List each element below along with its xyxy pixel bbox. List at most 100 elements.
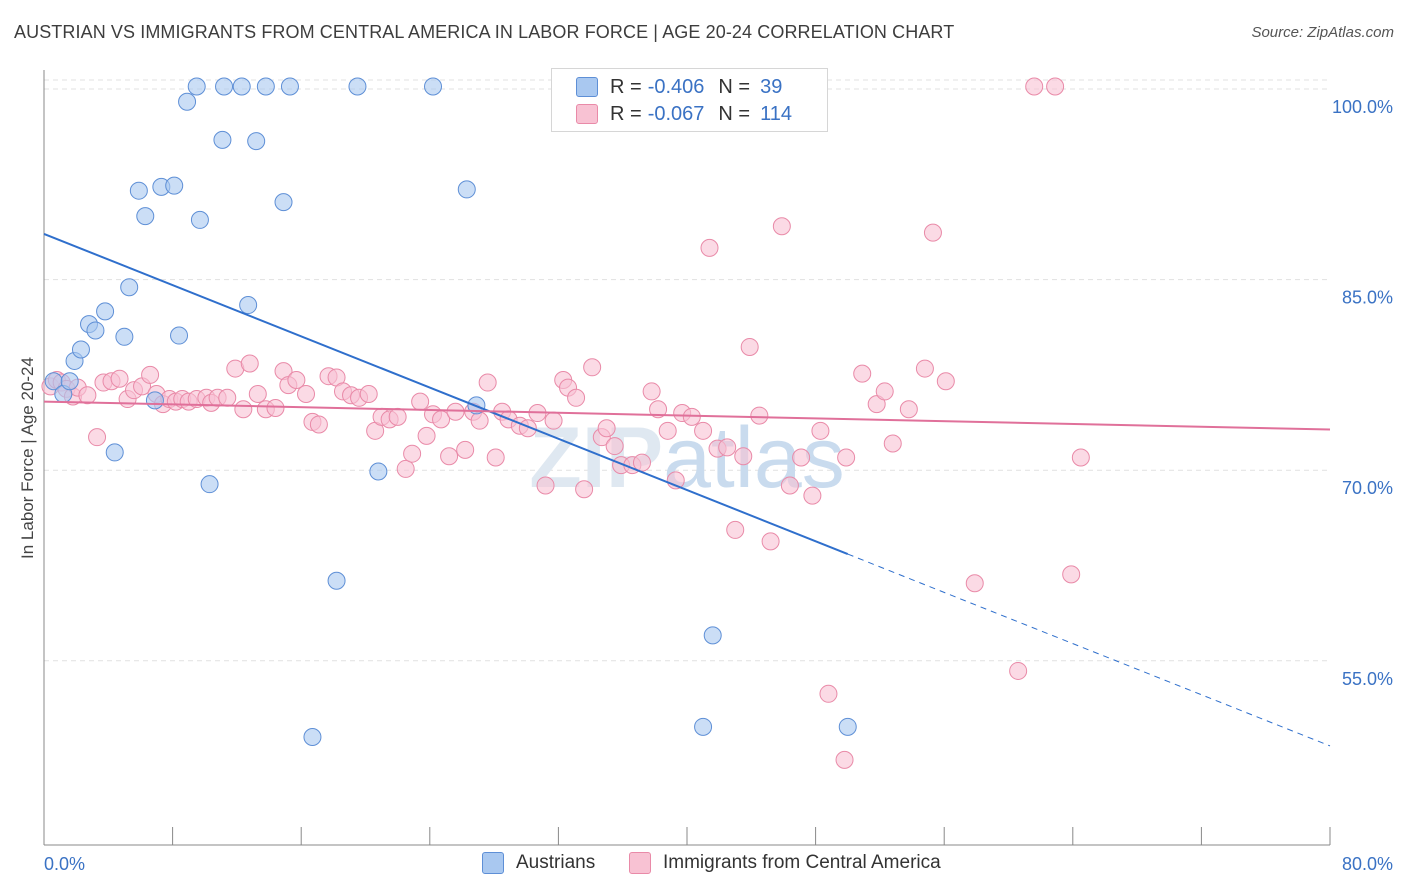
data-point-central-america — [388, 407, 407, 426]
data-point-central-america — [309, 415, 328, 434]
data-point-austrians — [327, 571, 346, 590]
x-tick-label: 80.0% — [1342, 854, 1393, 874]
data-point-austrians — [694, 717, 713, 736]
data-point-austrians — [247, 132, 266, 151]
data-point-central-america — [853, 364, 872, 383]
source-label: Source: ZipAtlas.com — [1251, 24, 1394, 41]
n-label-1: N = — [718, 75, 751, 98]
data-point-central-america — [899, 400, 918, 419]
data-point-central-america — [726, 520, 745, 539]
data-point-austrians — [129, 181, 148, 200]
n-label-2: N = — [718, 102, 751, 125]
n-value-2: 114 — [760, 102, 792, 125]
data-point-austrians — [200, 475, 219, 494]
data-point-central-america — [78, 386, 97, 405]
data-point-central-america — [792, 448, 811, 467]
data-point-central-america — [936, 372, 955, 391]
series-blue-points — [44, 77, 857, 747]
data-point-central-america — [1062, 565, 1081, 584]
data-point-central-america — [411, 392, 430, 411]
data-point-central-america — [248, 384, 267, 403]
data-point-central-america — [1046, 77, 1065, 96]
data-point-central-america — [718, 438, 737, 457]
data-point-austrians — [703, 626, 722, 645]
r-value-1: -0.406 — [647, 75, 705, 98]
data-point-central-america — [287, 371, 306, 389]
data-point-central-america — [110, 369, 129, 388]
data-point-central-america — [835, 750, 854, 769]
data-point-austrians — [71, 340, 90, 359]
data-point-central-america — [486, 448, 505, 467]
data-point-central-america — [965, 574, 984, 593]
data-point-central-america — [396, 459, 415, 478]
trendline-austrians-extension — [847, 553, 1331, 747]
data-point-central-america — [867, 395, 886, 414]
data-point-central-america — [88, 428, 107, 447]
data-point-central-america — [837, 448, 856, 467]
y-tick-labels: 100.0% 85.0% 70.0% 55.0% — [1332, 97, 1393, 689]
data-point-central-america — [403, 444, 422, 463]
data-point-central-america — [1071, 448, 1090, 467]
data-point-central-america — [803, 486, 822, 505]
data-point-austrians — [96, 302, 115, 321]
data-point-central-america — [915, 359, 934, 378]
data-point-austrians — [178, 92, 197, 111]
data-point-austrians — [86, 321, 105, 340]
data-point-central-america — [875, 382, 894, 401]
data-point-central-america — [780, 476, 799, 495]
legend-label-austrians: Austrians — [516, 852, 596, 873]
data-point-central-america — [923, 223, 942, 242]
data-point-central-america — [456, 440, 475, 459]
data-point-central-america — [883, 434, 902, 453]
legend-swatch-pink — [576, 104, 598, 124]
r-label-1: R = — [610, 75, 642, 98]
y-axis-label: In Labor Force | Age 20-24 — [18, 357, 37, 559]
r-label-2: R = — [610, 102, 642, 125]
data-point-central-america — [658, 421, 677, 440]
data-point-austrians — [60, 372, 79, 391]
data-point-central-america — [597, 419, 616, 438]
data-point-central-america — [642, 382, 661, 401]
data-point-central-america — [761, 532, 780, 551]
data-point-austrians — [215, 77, 234, 96]
legend-row-central-america: R = -0.067 N = 114 — [576, 101, 792, 127]
r-value-2: -0.067 — [647, 102, 705, 125]
data-point-central-america — [478, 373, 497, 392]
y-tick-label: 85.0% — [1342, 288, 1393, 308]
data-point-austrians — [145, 391, 164, 410]
data-point-central-america — [417, 426, 436, 445]
legend-item-central-america: Immigrants from Central America — [629, 852, 941, 874]
data-point-central-america — [632, 453, 651, 472]
legend-label-central-america: Immigrants from Central America — [663, 852, 941, 873]
data-point-austrians — [165, 176, 184, 195]
y-tick-label: 70.0% — [1342, 478, 1393, 498]
data-point-austrians — [369, 462, 388, 481]
data-point-central-america — [218, 388, 237, 407]
data-point-central-america — [575, 480, 594, 499]
chart-title: AUSTRIAN VS IMMIGRANTS FROM CENTRAL AMER… — [14, 22, 955, 42]
data-point-austrians — [213, 130, 232, 149]
data-point-austrians — [187, 77, 206, 96]
axes — [43, 70, 1331, 846]
data-point-central-america — [1009, 661, 1028, 680]
x-tick-label: 0.0% — [44, 854, 85, 874]
data-point-austrians — [303, 728, 322, 747]
data-point-central-america — [240, 354, 259, 373]
trend-lines — [43, 232, 1331, 747]
data-point-austrians — [239, 296, 258, 315]
data-point-austrians — [348, 77, 367, 96]
data-point-central-america — [734, 447, 753, 466]
data-point-central-america — [297, 384, 316, 403]
legend-item-austrians: Austrians — [482, 852, 595, 874]
data-point-central-america — [694, 421, 713, 440]
data-point-central-america — [819, 684, 838, 703]
series-pink-points — [41, 77, 1090, 769]
data-point-central-america — [605, 437, 624, 456]
data-point-austrians — [136, 207, 155, 226]
data-point-austrians — [232, 77, 251, 96]
data-point-central-america — [359, 384, 378, 403]
data-point-austrians — [424, 77, 443, 96]
trendline-central-america — [43, 400, 1331, 431]
data-point-central-america — [440, 447, 459, 466]
